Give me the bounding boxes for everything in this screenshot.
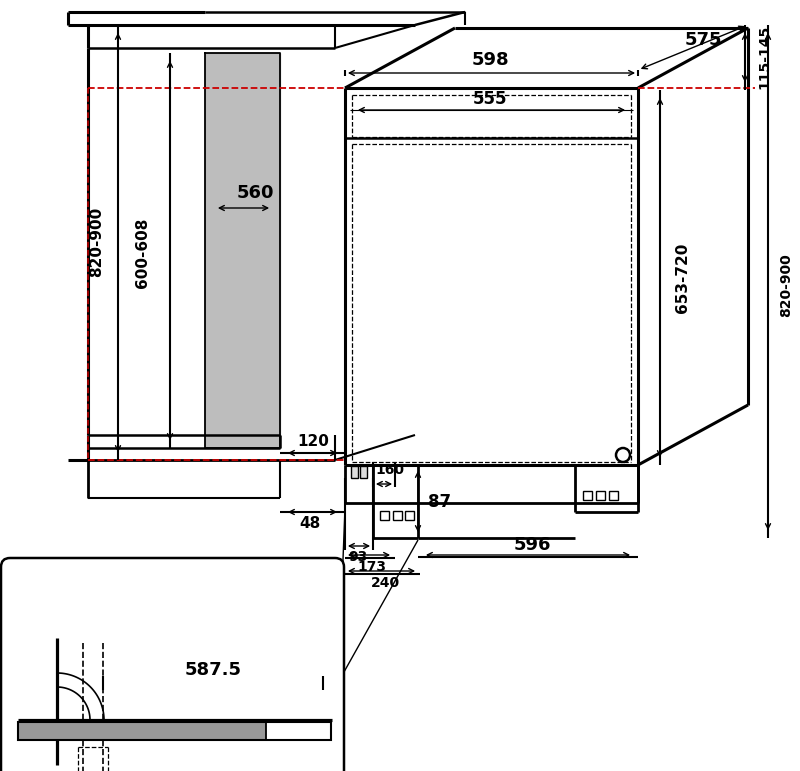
Text: 120: 120: [297, 433, 329, 449]
Bar: [360, 466, 367, 478]
Bar: [393, 511, 402, 520]
FancyBboxPatch shape: [1, 558, 344, 771]
Bar: [380, 511, 389, 520]
Text: 93: 93: [348, 550, 368, 564]
Text: 598: 598: [471, 51, 509, 69]
Text: 560: 560: [236, 184, 274, 202]
Text: 600-608: 600-608: [135, 218, 150, 288]
Bar: [609, 491, 618, 500]
Text: 173: 173: [358, 560, 386, 574]
Text: 820-900: 820-900: [90, 207, 105, 277]
Text: 587.5: 587.5: [185, 661, 242, 679]
Bar: [351, 466, 358, 478]
Text: 87: 87: [429, 493, 451, 511]
Bar: [583, 491, 592, 500]
Text: 240: 240: [370, 576, 399, 590]
Text: 160: 160: [375, 463, 405, 477]
Polygon shape: [205, 53, 280, 448]
Text: 48: 48: [299, 517, 321, 531]
Text: 115-145: 115-145: [757, 25, 771, 89]
Bar: [405, 511, 414, 520]
Text: 596: 596: [514, 536, 550, 554]
Bar: [596, 491, 605, 500]
Bar: [18, 722, 266, 740]
Text: 653-720: 653-720: [675, 243, 690, 313]
Bar: [18, 722, 331, 740]
Bar: [266, 722, 331, 740]
Text: 555: 555: [473, 90, 507, 108]
Text: 575: 575: [684, 31, 722, 49]
Text: 820-900: 820-900: [779, 253, 793, 317]
